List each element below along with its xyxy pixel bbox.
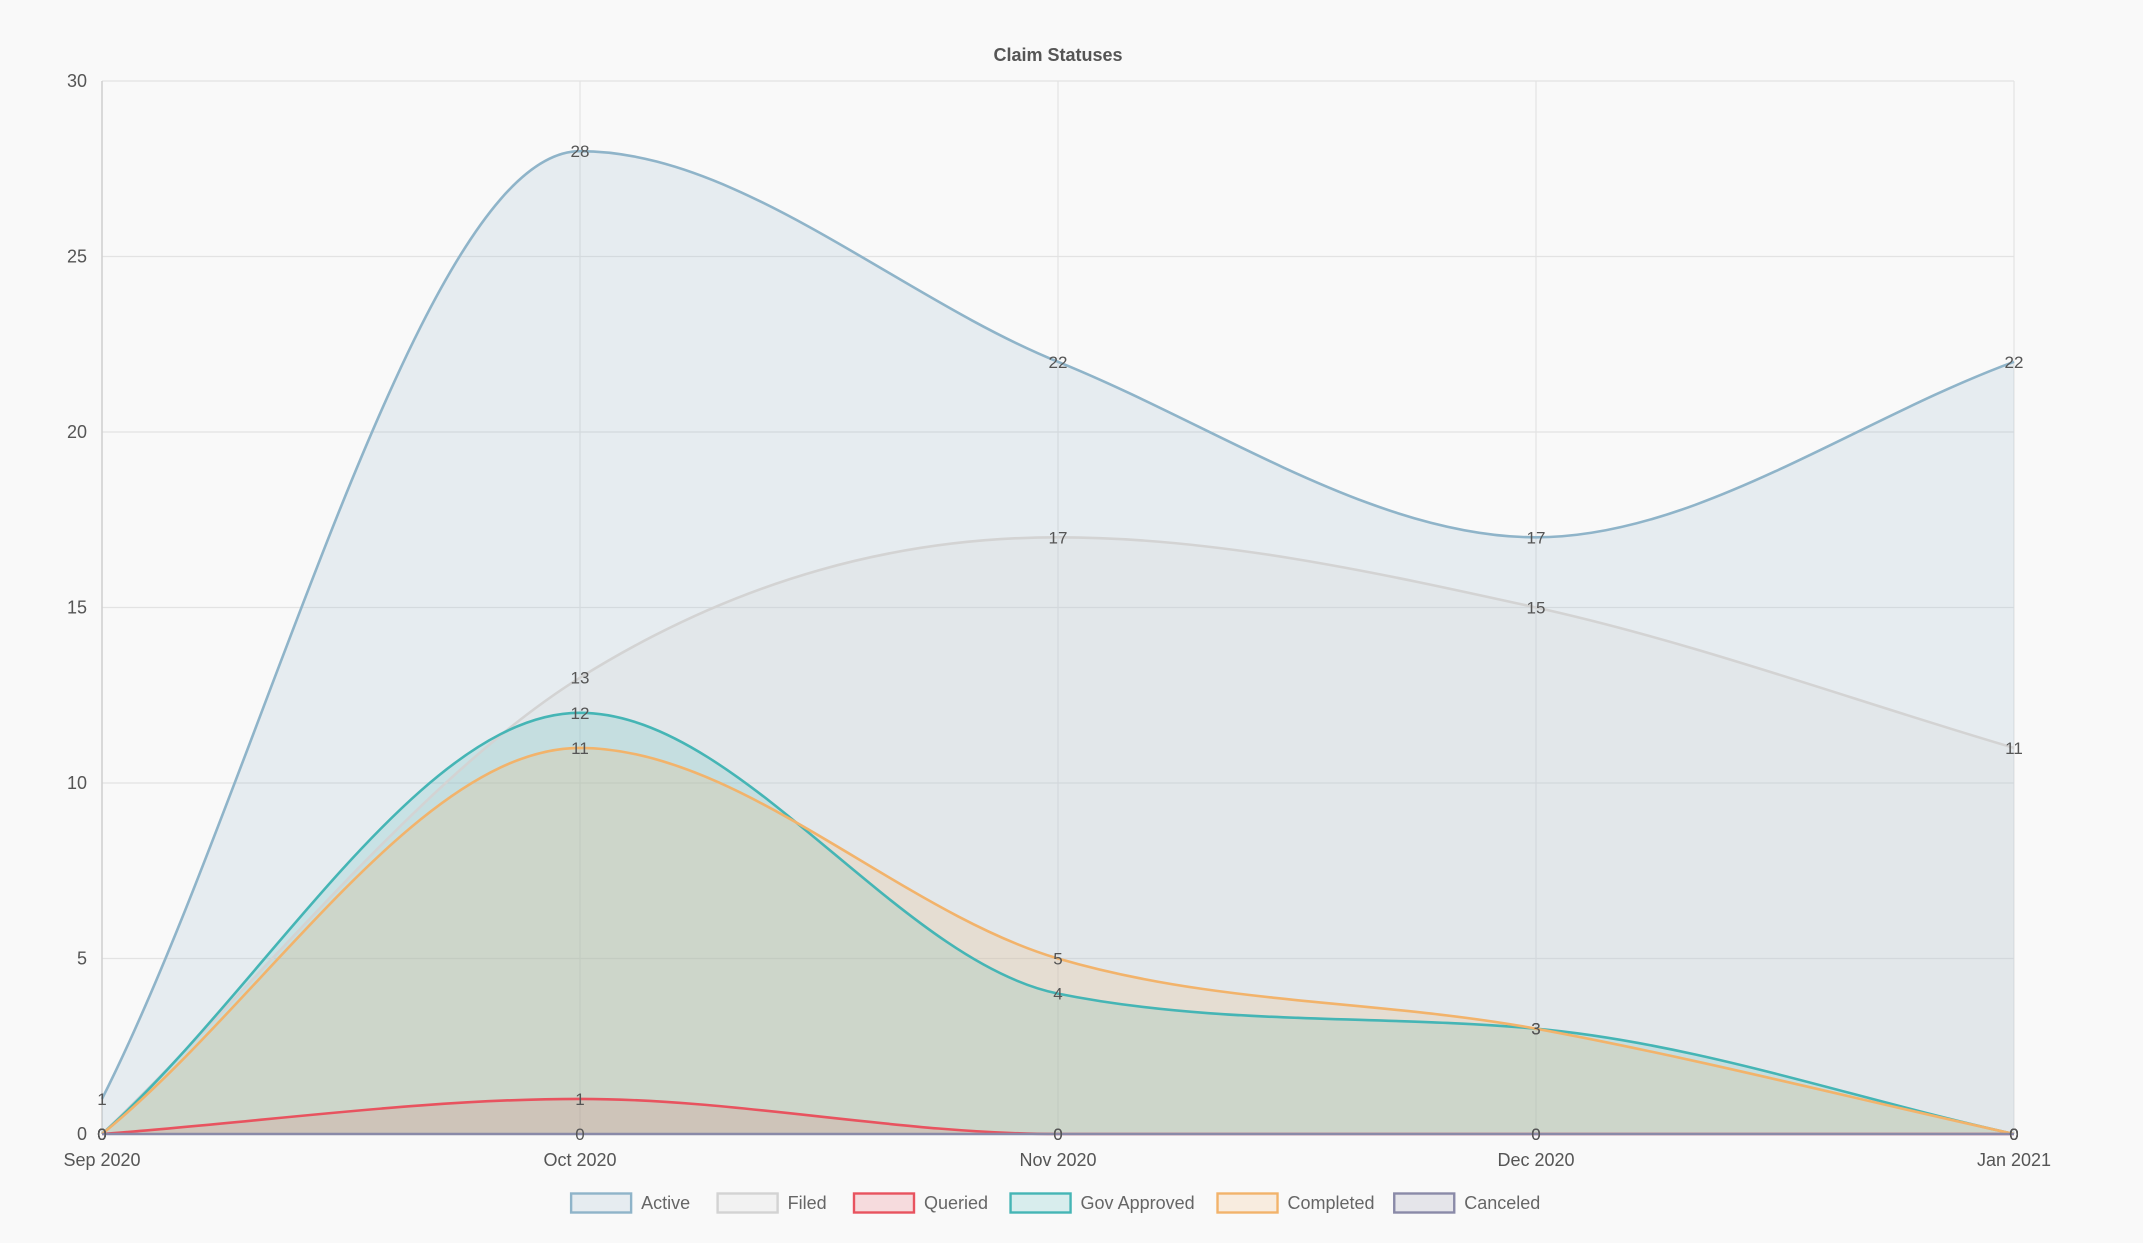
legend-swatch (852, 1192, 916, 1214)
legend-label: Canceled (1464, 1193, 1540, 1213)
legend-item-filed[interactable]: Filed (716, 1192, 827, 1214)
data-label-canceled: 0 (1531, 1125, 1540, 1144)
data-label-completed: 11 (571, 739, 589, 758)
chart-title: Claim Statuses (993, 45, 1122, 65)
data-label-active: 28 (571, 142, 590, 161)
data-label-filed: 15 (1527, 599, 1546, 618)
data-label-gov-approved: 4 (1053, 985, 1062, 1004)
data-label-active: 22 (1049, 353, 1068, 372)
line-filed (101, 535, 2015, 1135)
series-areas (102, 151, 2014, 1134)
data-label-queried: 0 (2009, 1125, 2018, 1144)
data-label-gov-approved: 0 (97, 1125, 106, 1144)
x-tick-label: Nov 2020 (1019, 1150, 1096, 1170)
legend-item-active[interactable]: Active (569, 1192, 690, 1214)
series-lines (100, 149, 2015, 1136)
data-label-filed: 11 (2005, 739, 2023, 758)
data-label-queried: 0 (1053, 1125, 1062, 1144)
y-tick-label: 0 (77, 1124, 87, 1144)
data-label-queried: 0 (97, 1125, 106, 1144)
x-tick-label: Oct 2020 (543, 1150, 616, 1170)
legend-item-gov-approved[interactable]: Gov Approved (1009, 1192, 1195, 1214)
data-label-canceled: 0 (575, 1125, 584, 1144)
data-label-active: 22 (2005, 353, 2024, 372)
legend-swatch (569, 1192, 633, 1214)
legend-label: Filed (788, 1193, 827, 1213)
legend-label: Queried (924, 1193, 988, 1213)
data-label-queried: 0 (1531, 1125, 1540, 1144)
legend-item-queried[interactable]: Queried (852, 1192, 988, 1214)
data-label-gov-approved: 0 (2009, 1125, 2018, 1144)
legend-swatch (1393, 1192, 1456, 1214)
data-label-completed: 5 (1053, 950, 1062, 969)
y-tick-label: 15 (67, 598, 87, 618)
data-label-completed: 0 (2009, 1125, 2018, 1144)
line-active (100, 149, 2015, 1100)
legend-label: Completed (1288, 1193, 1375, 1213)
line-completed (101, 746, 2015, 1136)
x-tick-label: Sep 2020 (63, 1150, 140, 1170)
data-label-active: 17 (1527, 528, 1546, 547)
data-label-filed: 0 (97, 1125, 106, 1144)
y-tick-label: 10 (67, 773, 87, 793)
x-tick-label: Jan 2021 (1977, 1150, 2051, 1170)
data-label-filed: 13 (571, 669, 590, 688)
legend-item-canceled[interactable]: Canceled (1393, 1192, 1540, 1214)
legend-label: Gov Approved (1081, 1193, 1195, 1213)
legend: Active Filed Queried Gov Approved Completed C… (569, 1192, 1540, 1214)
data-label-queried: 1 (575, 1090, 584, 1109)
legend-swatch (1009, 1192, 1072, 1214)
y-tick-label: 20 (67, 422, 87, 442)
y-tick-label: 30 (67, 71, 87, 91)
area-queried (102, 1098, 2014, 1134)
data-label-gov-approved: 3 (1531, 1020, 1540, 1039)
data-label-completed: 0 (97, 1125, 106, 1144)
area-active (102, 151, 2014, 1134)
data-label-filed: 17 (1049, 528, 1068, 547)
data-label-canceled: 0 (1053, 1125, 1062, 1144)
data-label-gov-approved: 12 (571, 704, 590, 723)
data-label-canceled: 0 (2009, 1125, 2018, 1144)
y-tick-label: 5 (77, 949, 87, 969)
data-label-canceled: 0 (97, 1125, 106, 1144)
data-label-active: 1 (97, 1090, 106, 1109)
legend-label: Active (641, 1193, 690, 1213)
x-tick-label: Dec 2020 (1497, 1150, 1574, 1170)
area-filed (102, 537, 2014, 1134)
legend-swatch (716, 1192, 779, 1214)
data-label-completed: 3 (1531, 1020, 1540, 1039)
area-completed (102, 747, 2014, 1134)
y-tick-label: 25 (67, 247, 87, 267)
legend-item-completed[interactable]: Completed (1216, 1192, 1375, 1214)
legend-swatch (1216, 1192, 1279, 1214)
line-gov-approved (101, 711, 2015, 1136)
